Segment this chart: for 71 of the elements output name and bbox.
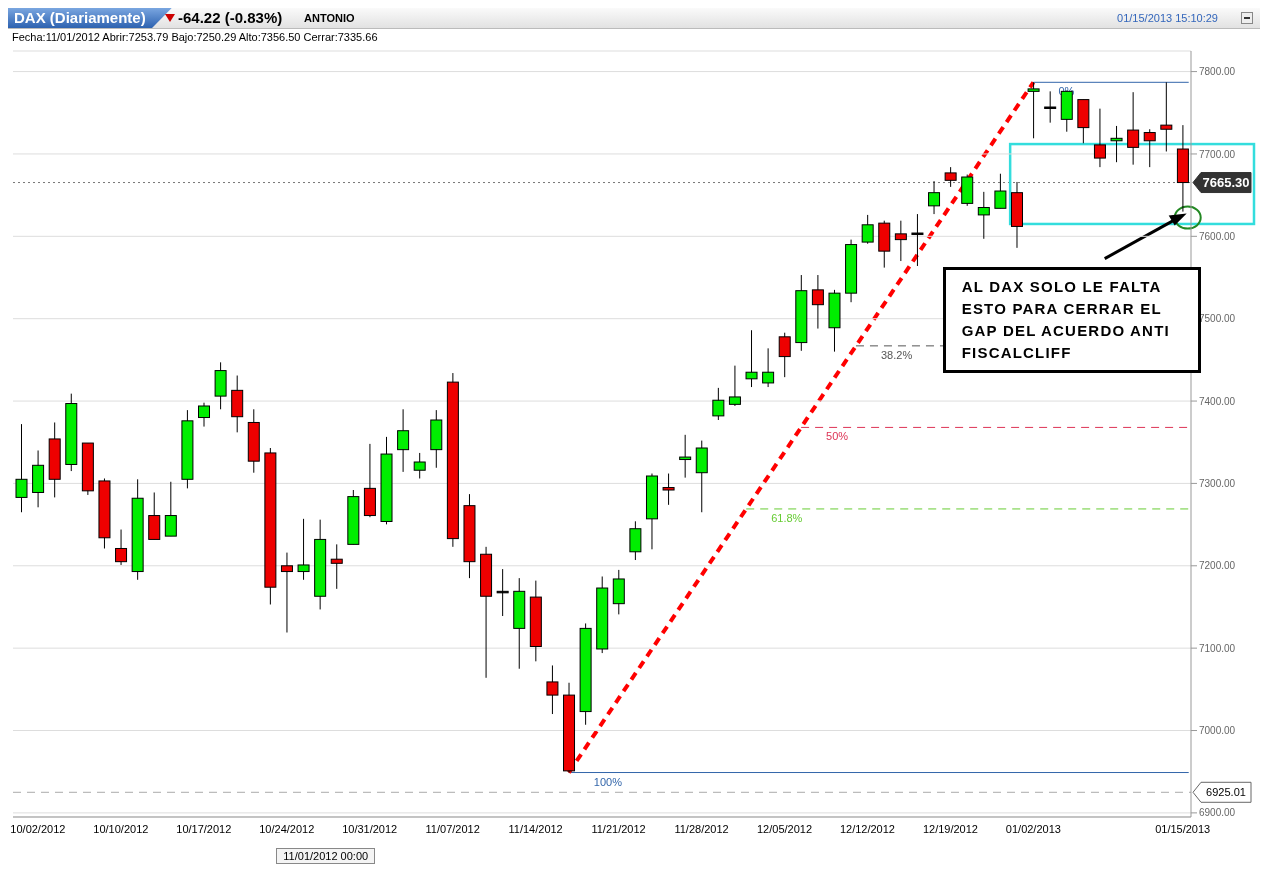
x-tick-label: 10/02/2012	[10, 822, 66, 835]
chart-title: DAX (Diariamente)	[8, 8, 172, 28]
candlestick	[861, 214, 874, 245]
candlestick	[679, 434, 692, 479]
candlestick	[762, 347, 775, 388]
text: ANTONIO	[304, 11, 355, 26]
annotation: 38.2%	[880, 348, 913, 361]
candlestick	[977, 191, 990, 240]
candlestick	[894, 220, 907, 262]
candlestick	[148, 491, 161, 540]
x-tick-label: 01/15/2013	[1155, 822, 1211, 835]
candlestick	[994, 173, 1007, 209]
candlestick	[198, 402, 211, 428]
x-tick-label: 11/14/2012	[508, 822, 563, 835]
candlestick	[811, 274, 824, 330]
candlestick	[546, 664, 559, 715]
note-box: AL DAX SOLO LE FALTA ESTO PARA CERRAR EL GAP DEL ACUERDO ANTI FISCALCLIFF	[942, 266, 1201, 373]
candlestick	[413, 452, 426, 479]
x-tick-label: 12/12/2012	[839, 822, 895, 835]
candlestick	[928, 180, 941, 215]
candlestick	[1093, 108, 1106, 168]
y-tick-label: 7600.00	[1199, 230, 1236, 242]
candlestick	[330, 543, 343, 590]
candlestick	[397, 408, 410, 473]
annotation: 100%	[593, 775, 623, 788]
candlestick	[712, 387, 725, 421]
candlestick	[745, 329, 758, 388]
y-tick-label: 7300.00	[1199, 477, 1236, 489]
x-tick-label: 10/24/2012	[259, 822, 315, 835]
candlestick	[629, 520, 642, 561]
y-tick-label: 7500.00	[1199, 313, 1236, 325]
x-tick-label: 11/28/2012	[674, 822, 729, 835]
text: 01/15/2013 15:10:29	[1117, 11, 1218, 26]
text: 11/01/2012 00:00	[276, 848, 376, 864]
candlestick	[15, 423, 28, 513]
candlestick	[728, 365, 741, 407]
x-tick-label: 01/02/2013	[1005, 822, 1061, 835]
candlestick	[1143, 128, 1156, 168]
text: Fecha:11/01/2012 Abrir:7253.79 Bajo:7250.29 Alto:7356.50 Cerrar:7335.66	[12, 30, 378, 44]
y-tick-label: 7700.00	[1199, 148, 1236, 160]
x-tick-label: 10/31/2012	[342, 822, 398, 835]
chart-subtitle: -64.22 (-0.83%)	[178, 8, 283, 28]
x-tick-label: 11/21/2012	[591, 822, 646, 835]
ref-line-label: 6925.01	[1206, 786, 1246, 799]
y-tick-label: 7800.00	[1199, 66, 1236, 78]
candlestick	[280, 552, 293, 633]
ref-line-label: 7665.30	[1202, 174, 1250, 190]
candlestick	[164, 481, 177, 537]
y-tick-label: 6900.00	[1199, 807, 1236, 819]
x-tick-label: 11/07/2012	[425, 822, 480, 835]
candlestick	[662, 473, 675, 506]
x-tick-label: 10/10/2012	[93, 822, 149, 835]
candlestick	[297, 518, 310, 581]
candlestick	[1027, 81, 1040, 139]
y-tick-label: 7200.00	[1199, 560, 1236, 572]
candlestick	[115, 529, 128, 566]
x-tick-label: 12/05/2012	[756, 822, 813, 835]
candlestick	[1127, 91, 1140, 166]
candlestick	[944, 166, 957, 188]
x-tick-label: 12/19/2012	[922, 822, 978, 835]
y-tick-label: 7400.00	[1199, 395, 1236, 407]
annotation: 61.8%	[771, 511, 803, 524]
candlestick	[1160, 81, 1173, 152]
candlestick	[1110, 125, 1123, 163]
x-tick-label: 10/17/2012	[176, 822, 232, 835]
y-tick-label: 7100.00	[1199, 642, 1236, 654]
candlestick	[911, 213, 924, 267]
candlestick	[1044, 90, 1057, 124]
annotation: 50%	[826, 430, 849, 443]
candlestick	[778, 332, 791, 378]
y-tick-label: 7000.00	[1199, 725, 1236, 737]
